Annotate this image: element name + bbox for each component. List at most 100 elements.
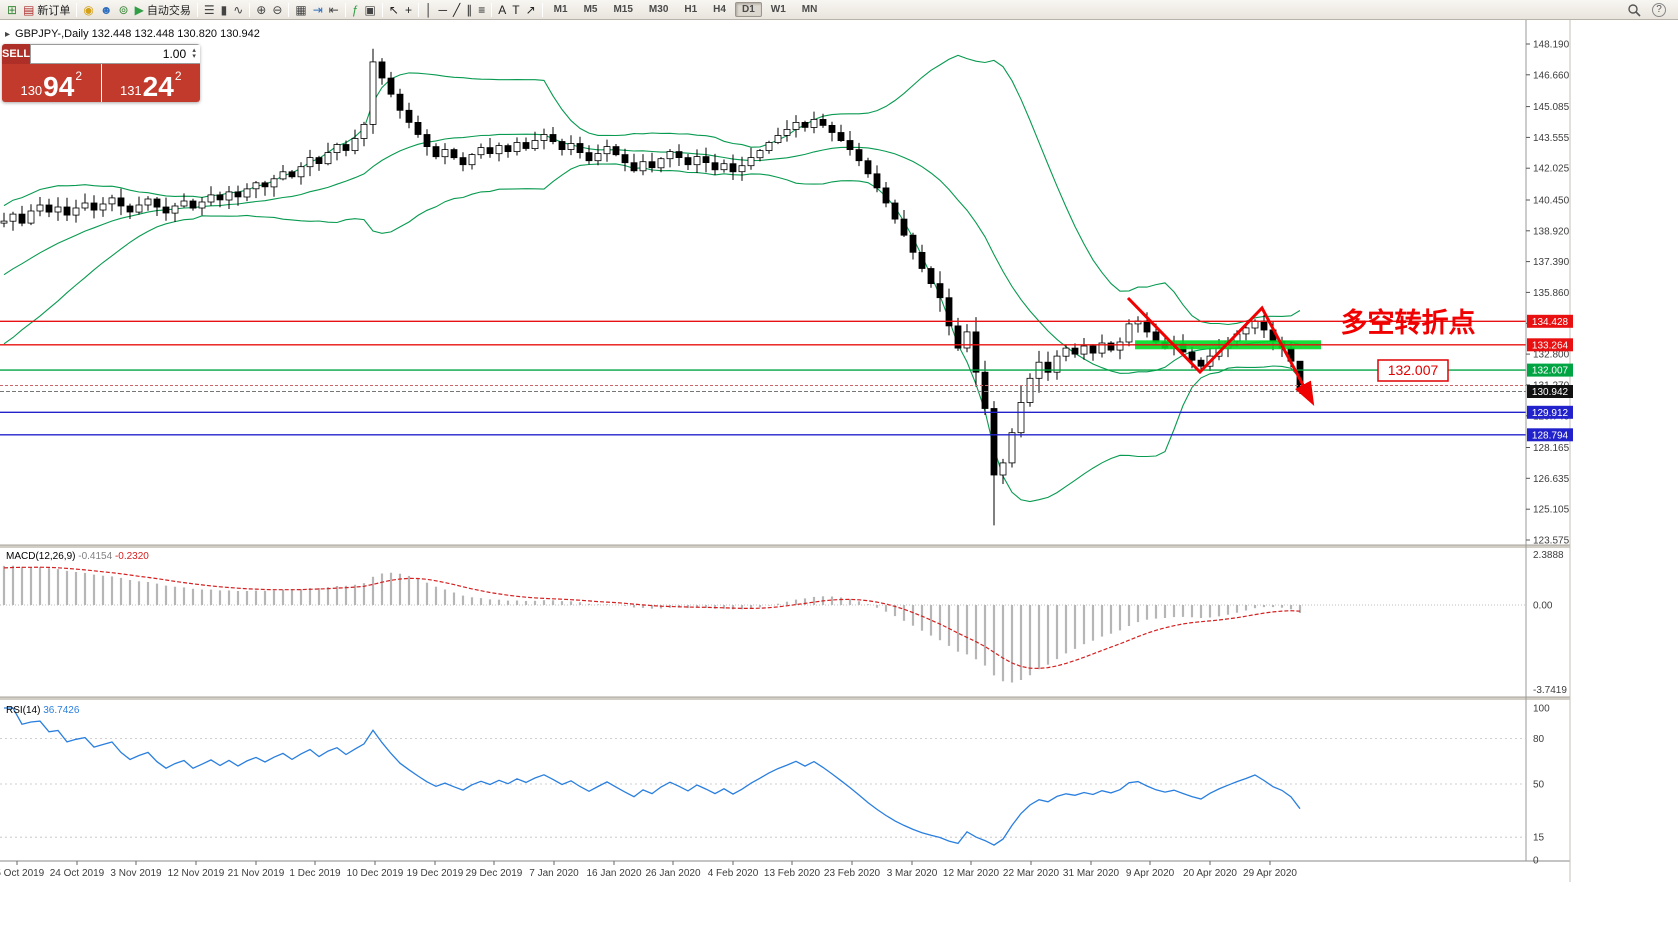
svg-text:15: 15 <box>1533 833 1545 844</box>
channel-icon[interactable]: ∥ <box>463 1 475 19</box>
new-chart-icon[interactable]: ⊞ <box>4 1 20 19</box>
zigzag-arrow[interactable] <box>1126 296 1315 406</box>
volume-down-arrow[interactable]: ▾ <box>192 53 196 60</box>
symbol-ohlc-title: GBPJPY-,Daily 132.448 132.448 130.820 13… <box>15 28 260 40</box>
candles-layer <box>0 48 1304 526</box>
ask-price-big: 24 <box>142 71 174 102</box>
vertical-line-icon: │ <box>424 2 433 17</box>
horizontal-line-icon[interactable]: ─ <box>435 1 450 19</box>
timeframe-mn-button[interactable]: MN <box>801 4 818 15</box>
bid-price[interactable]: 130 94 2 <box>2 64 101 102</box>
indicators-icon: ƒ <box>351 2 359 17</box>
timeframe-h4-button[interactable]: H4 <box>713 4 726 15</box>
trendline-icon[interactable]: ╱ <box>450 1 463 19</box>
templates-icon[interactable]: ▣ <box>362 1 379 19</box>
templates-icon: ▣ <box>364 2 376 17</box>
svg-text:12 Nov 2019: 12 Nov 2019 <box>168 868 225 879</box>
timeframe-h1-button[interactable]: H1 <box>684 4 698 15</box>
macd-label: MACD(12,26,9) -0.4154 -0.2320 <box>6 551 149 562</box>
new-order-button[interactable]: ▤ 新订单 <box>20 1 73 19</box>
zoom-out-icon[interactable]: ⊖ <box>269 1 285 19</box>
deposit-icon[interactable]: ◉ <box>80 1 96 19</box>
tile-windows-icon[interactable]: ▦ <box>292 1 309 19</box>
rsi-line <box>4 707 1301 846</box>
rsi-axis: 100 80 50 15 0 <box>1533 704 1550 867</box>
svg-text:21 Nov 2019: 21 Nov 2019 <box>228 868 285 879</box>
label-icon[interactable]: T <box>509 1 522 19</box>
volume-field[interactable]: ▴▾ <box>30 44 200 64</box>
svg-text:22 Mar 2020: 22 Mar 2020 <box>1003 868 1060 879</box>
search-icon[interactable] <box>1624 1 1644 19</box>
chart-shift-icon[interactable]: ⇤ <box>326 1 342 19</box>
arrows-icon: ↗ <box>525 2 536 17</box>
svg-text:10 Dec 2019: 10 Dec 2019 <box>347 868 404 879</box>
svg-text:9 Apr 2020: 9 Apr 2020 <box>1126 868 1175 879</box>
svg-text:19 Dec 2019: 19 Dec 2019 <box>407 868 464 879</box>
toolbar-right-group: ? <box>1624 1 1674 19</box>
toolbar-separator <box>76 2 78 17</box>
autotrade-button[interactable]: ▶ 自动交易 <box>132 1 194 19</box>
deposit-icon: ◉ <box>83 2 94 17</box>
svg-text:4 Feb 2020: 4 Feb 2020 <box>708 868 759 879</box>
vertical-line-icon[interactable]: │ <box>422 1 436 19</box>
help-icon[interactable]: ? <box>1652 2 1666 17</box>
timeframe-m30-button[interactable]: M30 <box>648 4 669 15</box>
macd-axis: 2.3888 0.00 -3.7419 <box>1533 550 1567 696</box>
timeframe-m5-button[interactable]: M5 <box>583 4 598 15</box>
panel-divider[interactable] <box>0 697 1570 700</box>
timeframe-m15-button[interactable]: M15 <box>613 4 633 15</box>
svg-text:23 Feb 2020: 23 Feb 2020 <box>824 868 881 879</box>
price-tag-129.912: 129.912 <box>1527 405 1573 419</box>
chart-canvas[interactable]: 148.190 146.660 145.085 143.555 142.025 140.4… <box>0 20 1678 942</box>
panel-divider[interactable] <box>0 545 1570 548</box>
arrows-icon[interactable]: ↗ <box>523 1 539 19</box>
svg-text:16 Jan 2020: 16 Jan 2020 <box>586 868 641 879</box>
turning-point-text[interactable]: 多空转折点 <box>1341 307 1476 338</box>
community-icon[interactable]: ⊚ <box>116 1 132 19</box>
svg-text:142.025: 142.025 <box>1533 164 1570 175</box>
bar-chart-icon: ☰ <box>203 2 215 17</box>
autotrade-label: 自动交易 <box>146 4 191 17</box>
main-toolbar: ⊞ ▤ 新订单 ◉ ☻ ⊚ ▶ 自动交易 ☰ ▮ ∿ ⊕ ⊖ ▦ ⇥ ⇤ ƒ ▣ ↖ + │ ─ ╱ ∥ ≡ A T ↗ M1 M5 M15… <box>0 0 1678 20</box>
svg-text:132.800: 132.800 <box>1533 350 1570 361</box>
svg-text:135.860: 135.860 <box>1533 288 1570 299</box>
rsi-label: RSI(14) 36.7426 <box>6 705 80 716</box>
price-tag-132.007: 132.007 <box>1527 363 1573 377</box>
chart-workspace: 148.190 146.660 145.085 143.555 142.025 140.4… <box>0 20 1678 942</box>
time-axis: 15 Oct 2019 24 Oct 2019 3 Nov 2019 12 Nov 2… <box>0 861 1297 879</box>
sell-button[interactable]: SELL <box>2 44 31 64</box>
price-callout-box[interactable]: 132.007 <box>1377 359 1449 382</box>
timeframe-d1-button[interactable]: D1 <box>734 2 762 17</box>
svg-text:132.007: 132.007 <box>1532 366 1569 377</box>
chart-bg <box>0 20 1678 942</box>
candlestick-chart-icon[interactable]: ▮ <box>218 1 231 19</box>
line-chart-icon[interactable]: ∿ <box>230 1 246 19</box>
analysis-annotations[interactable]: 多空转折点 132.007 <box>1126 296 1476 406</box>
profile-icon[interactable]: ☻ <box>97 1 116 19</box>
auto-scroll-icon[interactable]: ⇥ <box>310 1 326 19</box>
indicators-icon[interactable]: ƒ <box>349 1 362 19</box>
new-order-label: 新订单 <box>37 4 71 17</box>
zoom-in-icon[interactable]: ⊕ <box>253 1 269 19</box>
crosshair-icon: + <box>404 2 412 17</box>
tile-windows-icon: ▦ <box>295 2 307 17</box>
volume-spinner[interactable]: ▴ ▾ <box>188 47 200 60</box>
price-tag-128.794: 128.794 <box>1527 428 1573 442</box>
text-icon[interactable]: A <box>495 1 509 19</box>
cursor-icon[interactable]: ↖ <box>386 1 402 19</box>
macd-signal-line <box>3 566 1301 670</box>
zoom-out-icon: ⊖ <box>272 2 283 17</box>
crosshair-icon[interactable]: + <box>402 1 415 19</box>
timeframe-m1-button[interactable]: M1 <box>553 4 568 15</box>
ask-price[interactable]: 131 24 2 <box>101 64 200 102</box>
volume-input[interactable] <box>31 47 189 61</box>
candlestick-chart-icon: ▮ <box>220 2 228 17</box>
new-chart-icon: ⊞ <box>7 2 18 17</box>
fibonacci-icon[interactable]: ≡ <box>475 1 488 19</box>
timeframe-w1-button[interactable]: W1 <box>770 4 786 15</box>
oneclick-collapse-arrow[interactable]: ▸ <box>5 28 11 40</box>
volume-up-arrow[interactable]: ▴ <box>192 47 196 54</box>
bar-chart-icon[interactable]: ☰ <box>201 1 218 19</box>
